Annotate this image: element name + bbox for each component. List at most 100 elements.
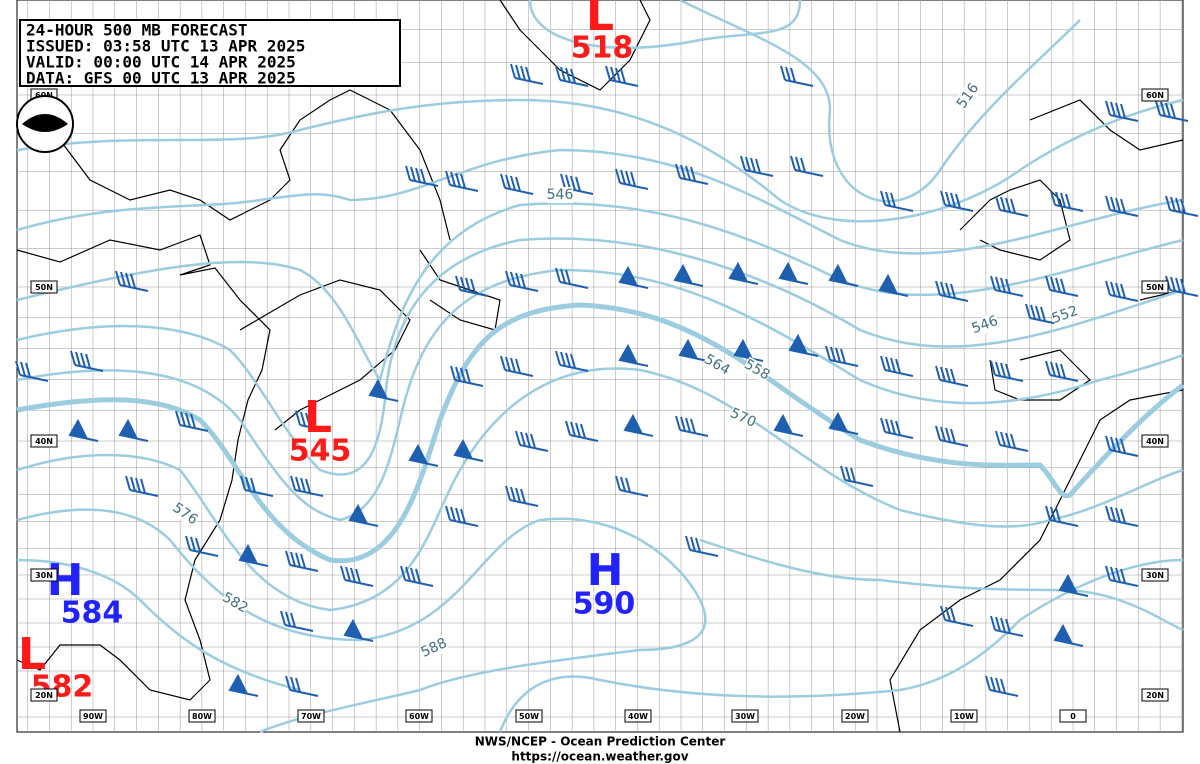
contour-label: 546	[547, 187, 574, 203]
barb-feather	[1120, 198, 1126, 214]
barb-feather	[175, 410, 181, 426]
barb-feather	[305, 478, 311, 494]
height-contour	[16, 148, 1184, 255]
barb-feather	[560, 268, 566, 284]
wind-barb	[1105, 435, 1139, 457]
lon-label: 60W	[409, 712, 429, 721]
barb-feather	[1105, 195, 1111, 211]
barb-feather	[520, 273, 526, 289]
lon-label: 40W	[628, 712, 648, 721]
barb-feather	[300, 411, 306, 427]
barb-feather	[455, 172, 461, 188]
barb-feather	[950, 368, 956, 384]
barb-feather	[300, 553, 306, 569]
barb-feather	[685, 165, 691, 181]
barb-pennant	[228, 673, 248, 694]
wind-barb	[445, 505, 479, 527]
barb-feather	[615, 475, 621, 491]
barb-feather	[525, 66, 531, 82]
wind-barb	[685, 535, 719, 557]
barb-feather	[940, 190, 946, 206]
wind-barb	[445, 170, 479, 192]
height-contour	[16, 367, 1184, 612]
barb-feather	[575, 176, 581, 192]
barb-feather	[1105, 435, 1111, 451]
lat-label-box	[1141, 434, 1169, 448]
wind-barb	[450, 365, 484, 387]
barb-feather	[890, 419, 896, 435]
wind-barb	[340, 565, 374, 587]
barb-feather	[995, 677, 1001, 693]
barb-pennant	[618, 343, 638, 364]
barb-feather	[455, 507, 461, 523]
wind-barb	[500, 355, 534, 377]
wind-barb	[400, 565, 434, 587]
barb-feather	[410, 166, 416, 182]
contour-label-bg	[547, 187, 573, 203]
barb-feather	[295, 552, 301, 568]
barb-feather	[1060, 363, 1066, 379]
barb-feather	[945, 606, 951, 622]
wind-barb	[405, 165, 439, 187]
barb-feather	[290, 551, 296, 567]
barb-pennant	[118, 418, 138, 439]
wind-barb	[615, 475, 649, 497]
barb-feather	[945, 427, 951, 443]
barb-feather	[185, 535, 191, 551]
barb-feather	[950, 283, 956, 299]
barb-feather	[245, 476, 251, 492]
coastline	[239, 279, 411, 431]
height-contour	[16, 302, 1185, 564]
barb-pennant	[618, 265, 638, 286]
barb-feather	[845, 466, 851, 482]
barb-feather	[1115, 567, 1121, 583]
barb-feather	[885, 191, 891, 207]
lon-label: 50W	[519, 712, 539, 721]
lat-label-box	[1141, 88, 1169, 102]
barb-feather	[740, 155, 746, 171]
barb-feather	[620, 476, 626, 492]
lat-label: 60N	[1146, 91, 1164, 100]
barb-pennant	[343, 618, 363, 639]
barb-feather	[675, 163, 681, 179]
barb-feather	[300, 477, 306, 493]
barb-feather	[1165, 102, 1171, 118]
wind-barb	[673, 263, 704, 287]
wind-barb	[1045, 360, 1079, 382]
barb-feather	[985, 675, 991, 691]
barb-feather	[800, 157, 806, 173]
wind-barb	[555, 65, 589, 87]
barb-feather	[995, 276, 1001, 292]
barb-feather	[1045, 360, 1051, 376]
barb-feather	[1105, 100, 1111, 116]
barb-feather	[125, 475, 131, 491]
wind-barb	[825, 345, 859, 367]
barb-feather	[130, 273, 136, 289]
barb-feather	[295, 677, 301, 693]
barb-feather	[415, 568, 421, 584]
barb-pennant	[1058, 573, 1078, 594]
contour-label-bg	[953, 80, 983, 112]
wind-barb	[15, 360, 49, 382]
lon-label: 0	[1070, 712, 1076, 721]
barb-feather	[1045, 275, 1051, 291]
barb-feather	[880, 355, 886, 371]
lat-label: 40N	[1146, 437, 1164, 446]
wind-barb	[118, 418, 149, 442]
barb-feather	[290, 612, 296, 628]
barb-feather	[990, 275, 996, 291]
barb-feather	[680, 416, 686, 432]
wind-barb	[228, 673, 259, 697]
barb-feather	[520, 65, 526, 81]
barb-feather	[560, 351, 566, 367]
center-letter: H	[587, 545, 624, 596]
barb-pennant	[368, 378, 388, 399]
barb-feather	[940, 366, 946, 382]
lon-label-box	[515, 709, 543, 723]
lon-label: 30W	[735, 712, 755, 721]
barb-feather	[1055, 191, 1061, 207]
lon-label-box	[624, 709, 652, 723]
barb-feather	[290, 676, 296, 692]
